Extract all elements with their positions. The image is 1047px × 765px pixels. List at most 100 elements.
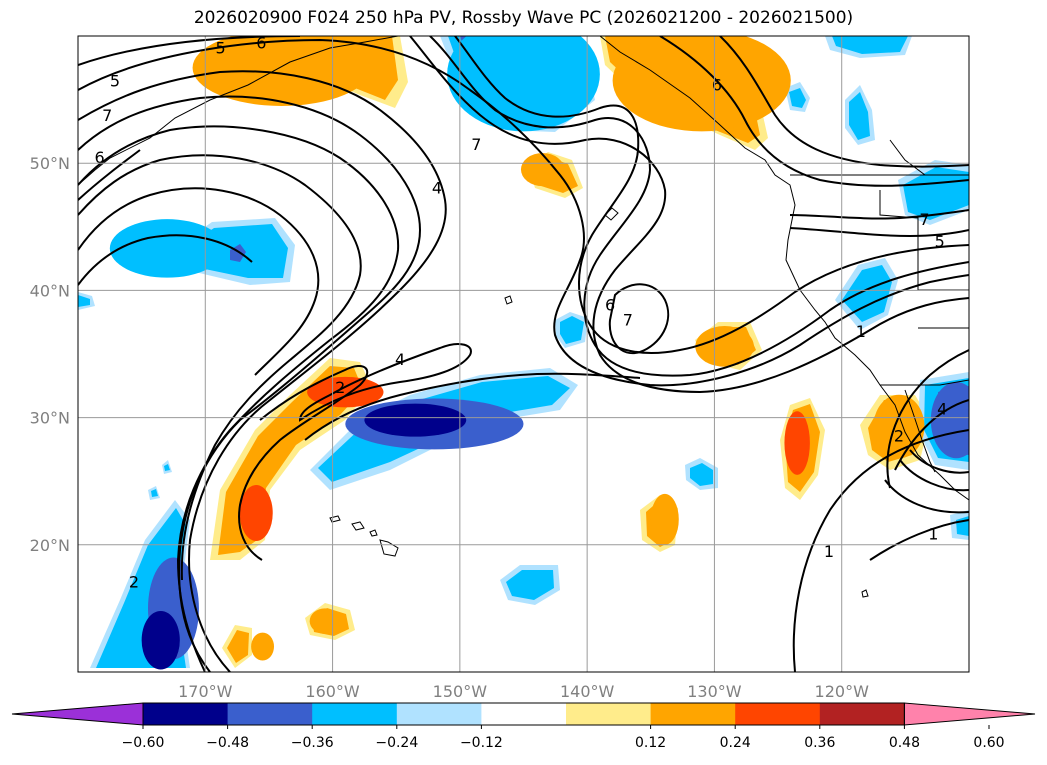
anomaly-core-pos2 xyxy=(695,326,754,367)
pv-contour xyxy=(899,459,969,492)
longitude-label: 120°W xyxy=(815,682,870,701)
anomaly-core-neg4 xyxy=(364,403,467,437)
anomaly-core-pos3 xyxy=(239,485,273,541)
anomaly-core-pos2 xyxy=(612,36,791,132)
colorbar-tick-labels: −0.60 −0.48 −0.36 −0.24 −0.12 0.12 0.24 0.36 0.4… xyxy=(122,725,1005,751)
colorbar-segment xyxy=(650,703,736,725)
pv-contour xyxy=(78,38,969,387)
contour-label: 6 xyxy=(605,295,615,314)
pv-contour-layer xyxy=(78,36,969,672)
pv-contour xyxy=(659,36,969,187)
pv-contour xyxy=(78,154,362,581)
contour-label: 2 xyxy=(894,426,904,445)
anomaly-core-pos3 xyxy=(784,411,810,475)
colorbar-tick-label: 0.24 xyxy=(720,735,751,751)
colorbar-tick-label: 0.12 xyxy=(635,735,666,751)
island xyxy=(369,529,378,537)
anomaly-fill xyxy=(832,36,908,54)
latitude-labels: 50°N 40°N 30°N 20°N xyxy=(30,154,70,555)
anomaly-core-neg2 xyxy=(109,219,225,278)
contour-label: 4 xyxy=(937,400,947,419)
longitude-label: 170°W xyxy=(178,682,233,701)
contour-label: 1 xyxy=(824,542,834,561)
longitude-label: 160°W xyxy=(305,682,360,701)
anomaly-core-pos2 xyxy=(251,632,275,661)
contour-label: 7 xyxy=(102,106,112,125)
pv-contour xyxy=(884,479,969,514)
pv-contour xyxy=(789,227,969,238)
pv-contour xyxy=(78,187,320,376)
colorbar-tick-label: −0.36 xyxy=(291,735,334,751)
colorbar-extend-high xyxy=(903,702,1036,726)
colorbar-tick-label: 0.48 xyxy=(889,735,920,751)
longitude-label: 150°W xyxy=(433,682,488,701)
anomaly-fill xyxy=(151,489,158,497)
colorbar-tick-label: −0.12 xyxy=(460,735,503,751)
anomaly-fill xyxy=(903,167,969,220)
anomaly-fill xyxy=(560,316,584,344)
pv-contour xyxy=(78,125,400,672)
pv-contour xyxy=(78,149,141,201)
pv-contour xyxy=(238,365,369,561)
colorbar xyxy=(11,702,1036,726)
longitude-label: 140°W xyxy=(560,682,615,701)
pv-contour xyxy=(298,343,472,422)
colorbar-tick-label: −0.48 xyxy=(206,735,249,751)
colorbar-segment xyxy=(143,703,229,725)
pv-contour xyxy=(429,36,969,377)
colorbar-tick-label: 0.60 xyxy=(973,735,1004,751)
contour-label: 7 xyxy=(471,135,481,154)
anomaly-fill xyxy=(506,570,554,600)
contour-label: 4 xyxy=(395,350,405,369)
anomaly-core-pos2 xyxy=(192,36,371,106)
contour-label: 7 xyxy=(623,311,633,330)
pv-contour xyxy=(454,36,969,354)
colorbar-tick-label: 0.36 xyxy=(804,735,835,751)
pv-contour xyxy=(719,36,969,168)
contour-label: 5 xyxy=(110,72,120,91)
anomaly-fill xyxy=(789,88,806,108)
contour-label: 5 xyxy=(215,38,225,57)
pv-contour xyxy=(789,209,969,220)
pv-contour xyxy=(409,36,969,394)
longitude-label: 130°W xyxy=(687,682,742,701)
anomaly-core-pos2 xyxy=(650,493,679,545)
colorbar-segment xyxy=(396,703,482,725)
colorbar-extend-low xyxy=(11,702,144,726)
anomaly-fill xyxy=(164,464,170,471)
contour-label: 7 xyxy=(919,210,929,229)
island xyxy=(504,295,513,305)
map-frame xyxy=(77,35,970,673)
colorbar-segment xyxy=(481,703,567,725)
anomaly-core-pos2 xyxy=(520,153,565,187)
pv-contour xyxy=(909,449,969,474)
contour-label: 2 xyxy=(129,573,139,592)
pv-contour xyxy=(78,95,422,672)
anomaly-core-neg4 xyxy=(141,610,180,670)
pv-contour xyxy=(608,283,670,355)
contour-label: 6 xyxy=(256,33,266,52)
anomaly-fill xyxy=(78,295,90,307)
gridline-layer xyxy=(78,36,969,672)
latitude-label: 40°N xyxy=(30,281,70,300)
pv-contour xyxy=(78,70,447,672)
anomaly-core-pos3 xyxy=(307,376,384,408)
island xyxy=(329,515,341,523)
colorbar-segment xyxy=(227,703,313,725)
colorbar-tick-label: −0.24 xyxy=(375,735,418,751)
longitude-labels: 170°W 160°W 150°W 140°W 130°W 120°W xyxy=(178,682,869,701)
contour-label: 2 xyxy=(335,378,345,397)
pv-contour xyxy=(792,429,969,672)
anomaly-core-pos2 xyxy=(309,608,341,634)
contour-label: 1 xyxy=(856,322,866,341)
anomaly-fill xyxy=(842,265,892,322)
anomaly-core-neg3 xyxy=(930,381,969,459)
anomaly-fill xyxy=(690,463,713,486)
latitude-label: 50°N xyxy=(30,154,70,173)
pv-contour xyxy=(869,519,969,561)
contour-label: 6 xyxy=(95,148,105,167)
anomaly-fill xyxy=(849,92,870,140)
island xyxy=(861,589,869,598)
latitude-label: 20°N xyxy=(30,536,70,555)
